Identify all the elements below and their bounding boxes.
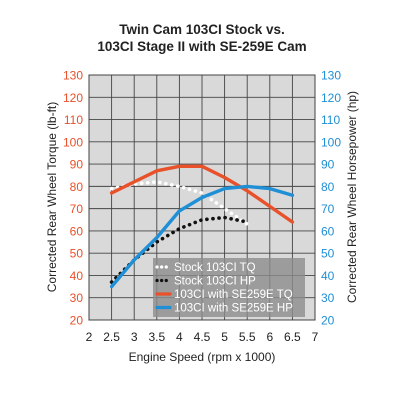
y-left-tick-label-5: 70 xyxy=(70,202,84,216)
chart-title-line-2: 103CI Stage II with SE-259E Cam xyxy=(97,39,306,54)
y-right-tick-label-3: 50 xyxy=(321,247,335,261)
y-right-tick-label-10: 120 xyxy=(321,91,341,105)
x-tick-label-4: 4 xyxy=(176,330,183,344)
y-left-tick-label-4: 60 xyxy=(70,224,84,238)
x-tick-label-6: 5 xyxy=(221,330,228,344)
y-right-tick-label-9: 110 xyxy=(321,113,340,127)
legend-label-0: Stock 103CI TQ xyxy=(174,262,256,274)
x-tick-label-3: 3.5 xyxy=(148,330,165,344)
y-right-tick-label-11: 130 xyxy=(321,69,341,83)
y-right-tick-label-8: 100 xyxy=(321,135,341,149)
legend-label-3: 103CI with SE259E HP xyxy=(174,303,293,315)
y-left-tick-label-2: 40 xyxy=(70,269,84,283)
y-right-tick-label-6: 80 xyxy=(321,180,335,194)
y-left-tick-label-0: 20 xyxy=(70,314,84,328)
x-axis-label: Engine Speed (rpm x 1000) xyxy=(129,350,276,364)
y-right-tick-label-2: 40 xyxy=(321,269,335,283)
x-tick-label-5: 4.5 xyxy=(194,330,211,344)
y-left-tick-label-8: 100 xyxy=(63,135,83,149)
y-left-tick-label-11: 130 xyxy=(63,69,83,83)
legend-label-2: 103CI with SE259E TQ xyxy=(174,289,293,301)
x-tick-label-0: 2 xyxy=(86,330,93,344)
series-line-0 xyxy=(109,180,249,226)
y-left-tick-label-10: 120 xyxy=(63,91,83,105)
series-lines xyxy=(109,164,295,289)
legend-label-1: Stock 103CI HP xyxy=(174,276,256,288)
legend-box xyxy=(153,258,305,317)
y-right-tick-label-7: 90 xyxy=(321,158,335,172)
y-left-tick-label-3: 50 xyxy=(70,247,84,261)
y-right-tick-label-0: 20 xyxy=(321,314,335,328)
x-tick-label-1: 2.5 xyxy=(103,330,120,344)
y-left-tick-label-7: 90 xyxy=(70,158,84,172)
y-axis-left-label: Corrected Rear Wheel Torque (lb-ft) xyxy=(45,102,59,293)
y-left-tick-label-1: 30 xyxy=(70,291,84,305)
chart-title-line-1: Twin Cam 103CI Stock vs. xyxy=(119,22,285,37)
y-right-tick-label-1: 30 xyxy=(321,291,335,305)
tick-labels: 2 2.5 3 3.5 4 4.5 5 5.5 6 6.5 72030405060708090100… xyxy=(63,69,341,345)
y-left-tick-label-6: 80 xyxy=(70,180,84,194)
series-line-3 xyxy=(109,184,295,289)
x-tick-label-8: 6 xyxy=(266,330,273,344)
series-line-2 xyxy=(109,164,295,224)
x-tick-label-10: 7 xyxy=(312,330,319,344)
y-right-tick-label-5: 70 xyxy=(321,202,335,216)
y-right-tick-label-4: 60 xyxy=(321,224,335,238)
x-tick-label-2: 3 xyxy=(131,330,138,344)
x-tick-label-7: 5.5 xyxy=(239,330,256,344)
y-axis-right-label: Corrected Rear Wheel Horsepower (hp) xyxy=(345,91,359,303)
x-tick-label-9: 6.5 xyxy=(284,330,301,344)
y-left-tick-label-9: 110 xyxy=(64,113,83,127)
